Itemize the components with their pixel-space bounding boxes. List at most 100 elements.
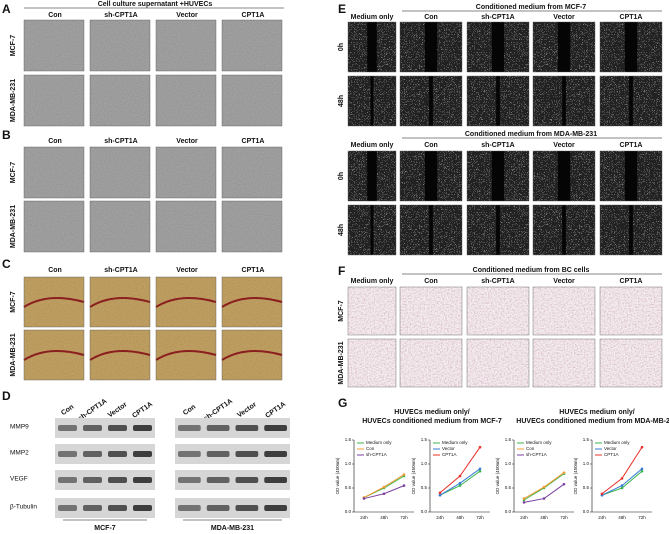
column-header: Con <box>424 142 438 149</box>
image-frame <box>23 276 85 328</box>
column-header: CPT1A <box>242 138 265 145</box>
panel-label: F <box>338 264 345 278</box>
x-tick-label: 72h <box>476 515 484 520</box>
column-header: Vector <box>553 14 575 21</box>
row-label: MDA-MB-231 <box>10 205 17 248</box>
image-frame <box>466 150 530 202</box>
column-header: CPT1A <box>242 267 265 274</box>
data-point <box>362 497 366 500</box>
data-point <box>478 445 482 449</box>
lane-label: Con <box>60 404 75 418</box>
micrograph <box>222 75 282 126</box>
vessel <box>155 297 217 308</box>
image-frame <box>347 21 397 73</box>
data-point <box>522 501 526 504</box>
column-header: CPT1A <box>620 142 643 149</box>
y-tick-label: 0.5 <box>421 485 428 490</box>
blot-band <box>264 425 287 431</box>
transwell-image <box>533 339 595 387</box>
data-point <box>640 469 644 473</box>
transwell-image <box>348 339 396 387</box>
y-axis-label: OD value (450nm) <box>411 457 416 494</box>
legend-label: Medium only <box>526 440 552 445</box>
micrograph <box>156 20 216 71</box>
row-label: MCF-7 <box>10 35 17 56</box>
y-tick-label: 0.5 <box>583 485 590 490</box>
y-tick-label: 1.5 <box>505 437 512 442</box>
image-frame <box>599 21 663 73</box>
wound-gap <box>496 205 500 255</box>
image-frame <box>466 286 530 336</box>
blot-band <box>206 425 230 431</box>
row-label: MDA-MB-231 <box>10 333 17 376</box>
image-frame <box>221 329 283 381</box>
blot-label: MMP9 <box>10 424 29 431</box>
column-header: sh-CPT1A <box>481 278 514 285</box>
micrograph <box>90 201 150 252</box>
image-frame <box>466 204 530 256</box>
y-axis-label: OD value (450nm) <box>335 457 340 494</box>
group-title: HUVECs conditioned medium from MCF-7 <box>362 418 502 425</box>
blot-band <box>178 505 201 511</box>
column-header: sh-CPT1A <box>104 267 137 274</box>
image-frame <box>347 204 397 256</box>
wound-gap <box>367 151 377 201</box>
blot-band <box>133 451 152 457</box>
blot-band <box>206 451 230 457</box>
lane-label: Vector <box>107 401 129 419</box>
image-frame <box>221 74 283 127</box>
data-point <box>458 474 462 478</box>
blot-band <box>178 425 201 431</box>
legend-label: Vector <box>442 446 455 451</box>
micrograph <box>24 147 84 198</box>
data-point <box>620 486 624 490</box>
data-point <box>458 484 462 487</box>
legend-label: Vector <box>604 446 617 451</box>
blot-label: MMP2 <box>10 450 29 457</box>
wound-gap <box>424 22 438 72</box>
blot-strip <box>55 418 155 438</box>
series-line <box>601 470 643 496</box>
micrograph <box>156 201 216 252</box>
column-header: Vector <box>553 142 575 149</box>
image-frame <box>155 276 217 328</box>
micrograph <box>24 201 84 252</box>
data-point <box>620 484 624 487</box>
data-point <box>478 469 482 473</box>
lane-label: Vector <box>236 401 258 419</box>
image-frame <box>399 75 463 127</box>
x-tick-label: 48h <box>456 515 464 520</box>
image-frame <box>23 329 85 381</box>
image-frame <box>221 19 283 72</box>
blot-band <box>178 477 201 483</box>
group-label: MDA-MB-231 <box>211 525 254 532</box>
image-frame <box>89 329 151 381</box>
blot-band <box>235 425 259 431</box>
y-tick-label: 1.0 <box>583 461 590 466</box>
blot-band <box>264 505 287 511</box>
column-header: Vector <box>176 12 198 19</box>
row-label: MCF-7 <box>10 291 17 312</box>
image-frame <box>532 150 596 202</box>
transwell-image <box>400 287 462 335</box>
blot-strip <box>175 418 290 438</box>
wound-gap <box>424 151 438 201</box>
wound-gap <box>629 76 633 126</box>
y-tick-label: 1.0 <box>345 461 352 466</box>
image-frame <box>399 286 463 336</box>
panel-label: B <box>2 128 11 142</box>
data-point <box>438 493 442 497</box>
panel-title: Cell culture supernatant +HUVECs <box>98 1 213 8</box>
wound-gap <box>624 22 638 72</box>
image-frame <box>466 75 530 127</box>
vessel <box>221 350 283 361</box>
series-line <box>523 472 565 499</box>
image-frame <box>599 150 663 202</box>
micrograph <box>156 75 216 126</box>
blot-band <box>108 505 127 511</box>
blot-strip <box>55 498 155 518</box>
column-header: Con <box>48 138 62 145</box>
blot-band <box>58 505 77 511</box>
image-frame <box>347 338 397 388</box>
